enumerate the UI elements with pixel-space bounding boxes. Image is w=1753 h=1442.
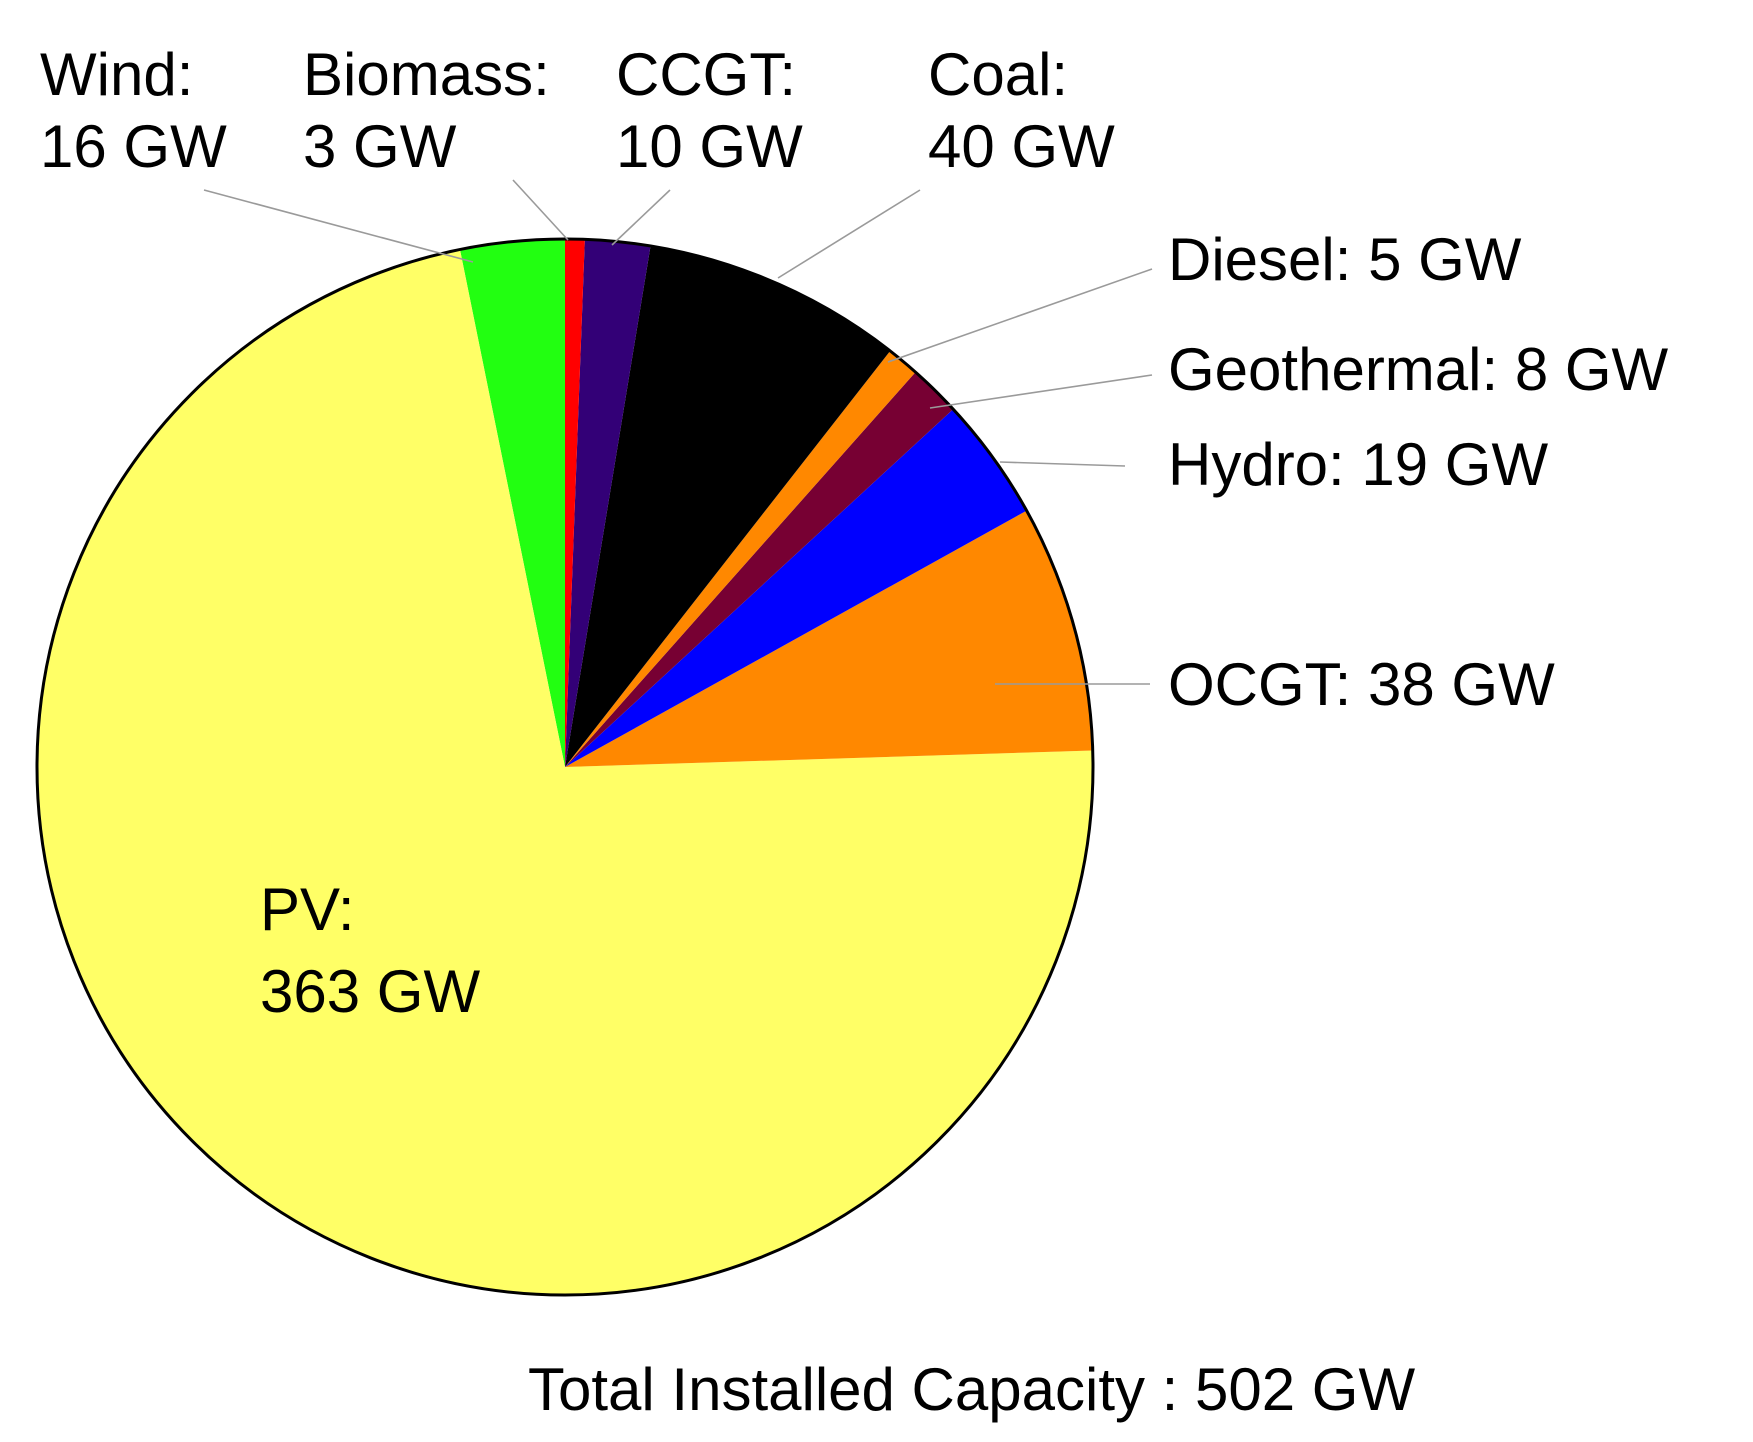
leader-line-diesel bbox=[887, 268, 1153, 363]
leader-line-biomass bbox=[512, 179, 569, 241]
pie-slice-biomass bbox=[565, 239, 585, 767]
pie-slices bbox=[36, 239, 1093, 1295]
slice-label-hydro: Hydro: 19 GW bbox=[1168, 431, 1548, 498]
slice-label-value-biomass: 3 GW bbox=[303, 113, 457, 180]
pie-slice-diesel bbox=[565, 350, 916, 767]
leader-line-wind bbox=[203, 189, 474, 263]
slice-labels: Wind:16 GW PV: 363 GW OCGT: 38 GW Hydro: 19 … bbox=[40, 41, 1669, 1025]
pie-slice-wind bbox=[459, 239, 565, 767]
slice-label-name-ccgt: CCGT: bbox=[616, 41, 796, 108]
leader-line-coal bbox=[777, 189, 921, 279]
leader-line-geothermal bbox=[929, 374, 1153, 409]
total-capacity-label: Total Installed Capacity : 502 GW bbox=[528, 1356, 1415, 1423]
slice-label-value-ccgt: 10 GW bbox=[616, 113, 803, 180]
pie-slice-pv bbox=[36, 249, 1093, 1295]
slice-label-value-coal: 40 GW bbox=[928, 113, 1115, 180]
pie-slice-coal bbox=[565, 245, 891, 768]
slice-label-diesel: Diesel: 5 GW bbox=[1168, 226, 1522, 293]
slice-label-ocgt: OCGT: 38 GW bbox=[1168, 651, 1555, 718]
slice-label-value-wind: 16 GW bbox=[40, 113, 227, 180]
slice-label-name-wind: Wind: bbox=[40, 41, 193, 108]
slice-label-name-pv: PV: bbox=[260, 876, 354, 943]
pie-slice-ocgt bbox=[565, 510, 1093, 767]
leader-line-ccgt bbox=[611, 189, 671, 246]
slice-label-name-biomass: Biomass: bbox=[303, 41, 550, 108]
leader-lines bbox=[203, 179, 1153, 685]
leader-line-hydro bbox=[999, 461, 1126, 467]
pie-slice-hydro bbox=[565, 409, 1027, 767]
pie-slice-ccgt bbox=[565, 239, 651, 767]
slice-label-name-coal: Coal: bbox=[928, 41, 1068, 108]
slice-label-value-pv: 363 GW bbox=[260, 958, 480, 1025]
pie-slice-geothermal bbox=[565, 372, 954, 767]
pie-outline bbox=[35, 237, 1095, 1297]
slice-label-geothermal: Geothermal: 8 GW bbox=[1168, 336, 1669, 403]
